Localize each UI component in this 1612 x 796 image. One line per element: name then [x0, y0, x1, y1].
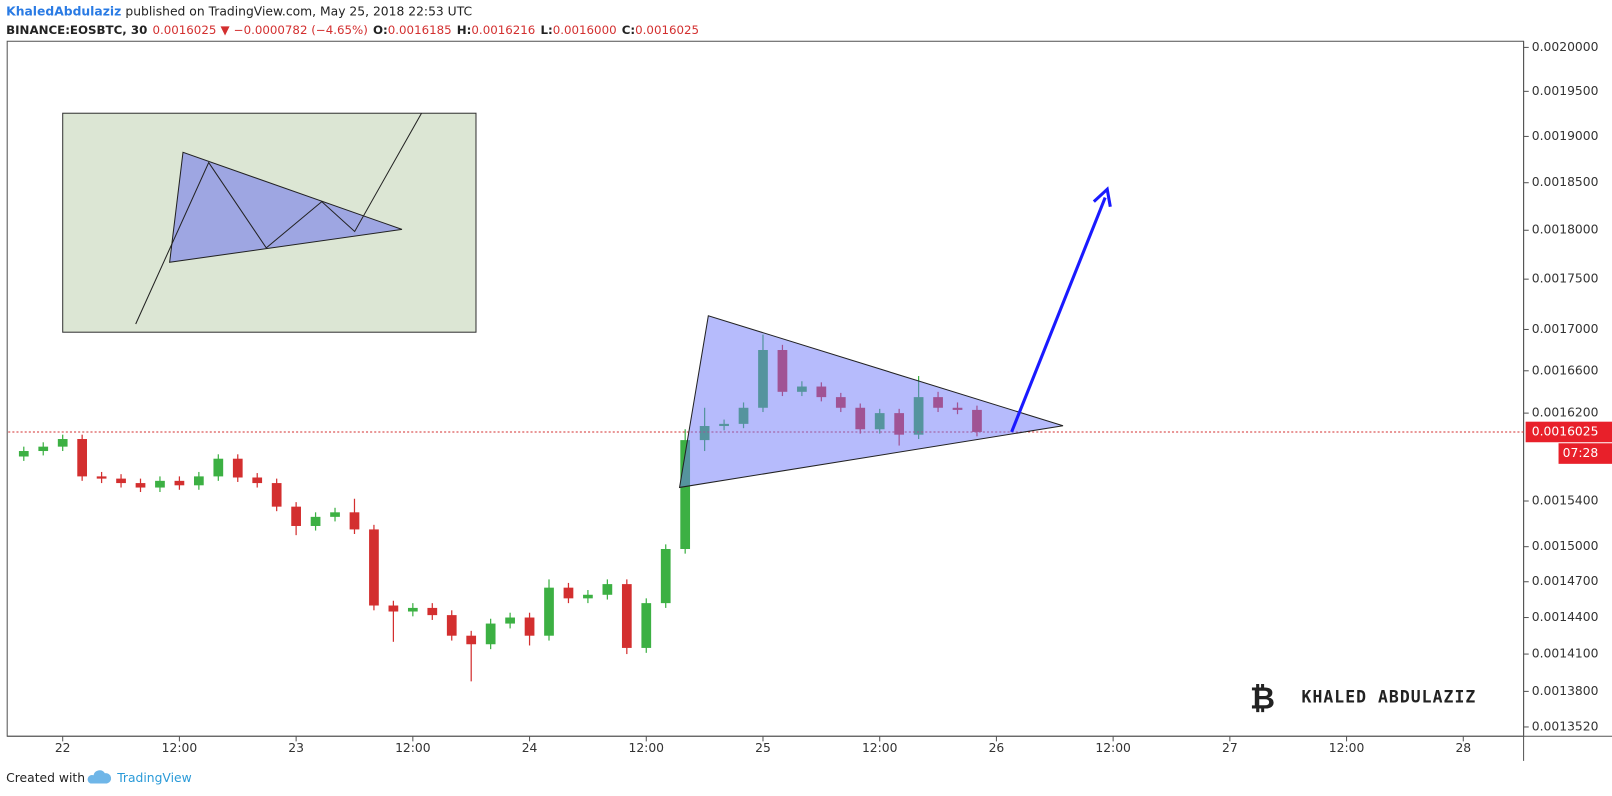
x-tick-label: 26 — [989, 741, 1005, 755]
candle-body — [446, 615, 457, 636]
ohlc-label: O: — [373, 22, 388, 36]
x-tick-label: 27 — [1222, 741, 1238, 755]
tradingview-logo[interactable] — [87, 770, 112, 784]
ohlc-label: L: — [540, 22, 552, 36]
footer-brand[interactable]: TradingView — [116, 771, 192, 785]
candle-body — [232, 458, 243, 478]
candle-body — [583, 594, 593, 599]
y-tick-label: 0.0013520 — [1532, 719, 1599, 733]
y-tick-label: 0.0018000 — [1532, 223, 1599, 237]
candle-body — [485, 623, 496, 645]
y-tick-label: 0.0019500 — [1532, 84, 1599, 98]
y-tick-label: 0.0014400 — [1532, 610, 1599, 624]
breakout-arrow — [1010, 196, 1107, 433]
symbol: BINANCE:EOSBTC, 30 — [6, 22, 147, 36]
author[interactable]: KhaledAbdulaziz — [6, 4, 121, 18]
y-tick-label: 0.0015000 — [1532, 539, 1599, 553]
last-price-label: 0.0016025 — [1532, 424, 1599, 438]
header-line-2: BINANCE:EOSBTC, 30 0.0016025 ▼ −0.0000782 (… — [6, 22, 699, 36]
inset-zigzag — [135, 112, 422, 325]
inset-triangle — [169, 151, 403, 263]
candle-body — [641, 603, 652, 648]
candle-body — [193, 476, 204, 486]
y-tick-label: 0.0016600 — [1532, 363, 1599, 377]
x-tick-label: 25 — [755, 741, 771, 755]
candle-body — [174, 480, 185, 486]
candle-body — [680, 440, 691, 549]
footer-created: Created with — [6, 771, 85, 785]
y-tick-label: 0.0013800 — [1532, 684, 1599, 698]
candle-body — [271, 483, 282, 507]
y-tick-label: 0.0019000 — [1532, 129, 1599, 143]
candle-body — [291, 506, 301, 526]
y-tick-label: 0.0014700 — [1532, 574, 1599, 588]
ohlc-value: 0.0016216 — [471, 22, 535, 36]
y-tick-label: 0.0015400 — [1532, 494, 1599, 508]
ohlc-label: H: — [457, 22, 472, 36]
candle-body — [135, 483, 146, 488]
ohlc: O:0.0016185 H:0.0016216 L:0.0016000 C:0.001… — [373, 22, 699, 36]
watermark-name: KHALED ABDULAZIZ — [1302, 688, 1477, 707]
x-tick-label: 12:00 — [1095, 741, 1131, 755]
candle-body — [544, 587, 554, 636]
candle-body — [621, 584, 632, 648]
change: −0.0000782 (−4.65%) — [234, 22, 368, 36]
candle-body — [38, 446, 49, 452]
candle-body — [57, 439, 68, 447]
candle-body — [77, 439, 88, 477]
candle-body — [252, 477, 263, 484]
x-tick-label: 24 — [522, 741, 538, 755]
x-tick-label: 28 — [1455, 741, 1471, 755]
candle-body — [116, 478, 126, 484]
ohlc-label: C: — [622, 22, 635, 36]
x-tick-label: 12:00 — [862, 741, 898, 755]
candle-body — [427, 607, 438, 616]
ohlc-value: 0.0016185 — [388, 22, 452, 36]
change-arrow: ▼ — [220, 22, 230, 36]
candle-body — [18, 451, 29, 457]
published: published on TradingView.com, May 25, 20… — [125, 4, 472, 18]
inset-diagram — [62, 112, 477, 333]
countdown-label: 07:28 — [1563, 446, 1599, 460]
candle-body — [369, 529, 379, 606]
candle-body — [407, 607, 418, 612]
header-line-1: KhaledAbdulaziz published on TradingView.… — [6, 4, 472, 18]
watermark-logo: ₿ — [1250, 681, 1275, 717]
last-price-box — [1525, 421, 1612, 443]
x-tick-label: 12:00 — [162, 741, 198, 755]
candle-body — [155, 480, 165, 488]
candle-body — [524, 617, 535, 636]
x-tick-label: 23 — [288, 741, 304, 755]
candle-body — [466, 635, 477, 645]
countdown-box — [1558, 443, 1612, 464]
candle-body — [602, 584, 613, 595]
y-tick-label: 0.0016200 — [1532, 406, 1599, 420]
candle-body — [349, 512, 360, 530]
price: 0.0016025 — [152, 22, 216, 36]
x-tick-label: 12:00 — [395, 741, 431, 755]
arrow-head — [1092, 186, 1112, 208]
y-tick-label: 0.0018500 — [1532, 175, 1599, 189]
ohlc-value: 0.0016000 — [553, 22, 617, 36]
candle-body — [96, 476, 107, 479]
y-tick-label: 0.0014100 — [1532, 647, 1599, 661]
candle-body — [388, 605, 399, 612]
ohlc-value: 0.0016025 — [635, 22, 699, 36]
y-tick-label: 0.0017000 — [1532, 322, 1599, 336]
x-tick-label: 22 — [55, 741, 71, 755]
y-tick-label: 0.0020000 — [1532, 40, 1599, 54]
x-tick-label: 12:00 — [629, 741, 665, 755]
candle-body — [563, 587, 574, 599]
triangle-pattern — [678, 315, 1064, 489]
candle-body — [505, 617, 515, 624]
x-tick-label: 12:00 — [1329, 741, 1365, 755]
candle-body — [330, 512, 340, 517]
candle-body — [660, 548, 671, 604]
y-tick-label: 0.0017500 — [1532, 272, 1599, 286]
candle-body — [213, 458, 224, 477]
candle-body — [310, 516, 321, 526]
